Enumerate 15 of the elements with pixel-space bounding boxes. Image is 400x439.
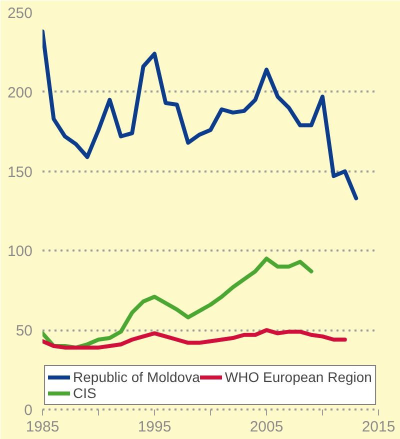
- x-tick-label: 1985: [26, 418, 60, 436]
- y-tick-label: 200: [7, 84, 33, 102]
- legend-label: Republic of Moldova: [73, 369, 200, 385]
- x-tick-label: 2015: [362, 418, 396, 436]
- legend-label: CIS: [73, 385, 96, 401]
- line-series: [42, 30, 358, 200]
- x-tick-label: 2005: [250, 418, 284, 436]
- x-tick-label: 1995: [138, 418, 172, 436]
- y-tick-label: 100: [7, 243, 33, 260]
- line-series: [42, 328, 347, 350]
- y-tick-label: 50: [16, 322, 33, 340]
- y-tick-label: 250: [7, 5, 33, 22]
- y-tick-label: 0: [24, 402, 32, 419]
- y-tick-label: 150: [7, 164, 33, 181]
- legend-label: WHO European Region: [224, 369, 372, 385]
